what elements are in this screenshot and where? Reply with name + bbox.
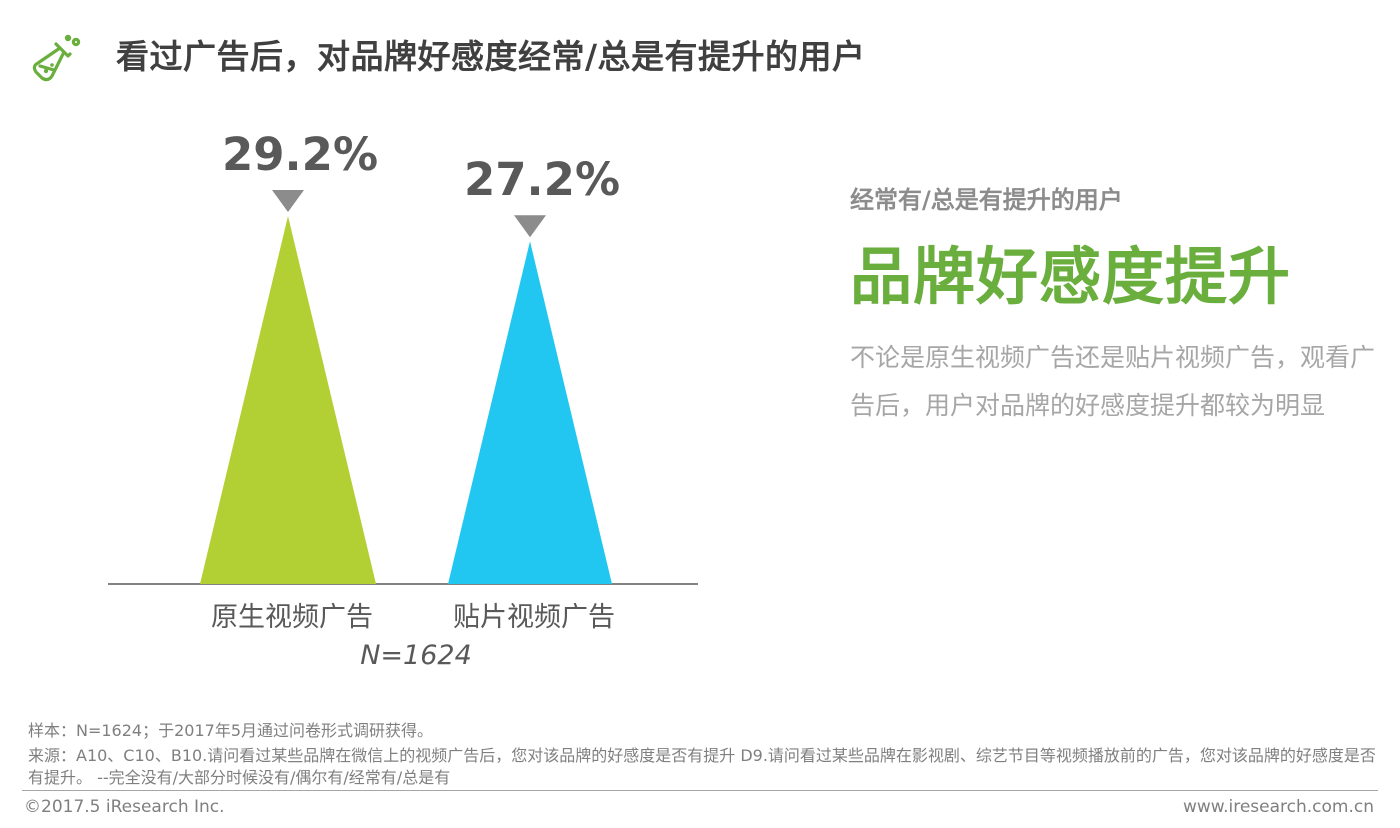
insight-subtitle: 经常有/总是有提升的用户 [850, 186, 1123, 214]
insight-body: 不论是原生视频广告还是贴片视频广告，观看广告后，用户对品牌的好感度提升都较为明显 [850, 343, 1376, 420]
sample-note: 样本：N=1624；于2017年5月通过问卷形式调研获得。 [28, 721, 433, 740]
value-marker [514, 215, 546, 238]
bar-triangle [200, 216, 376, 584]
insight-headline: 品牌好感度提升 [850, 240, 1292, 313]
source-note: 来源：A10、C10、B10.请问看过某些品牌在微信上的视频广告后，您对该品牌的… [28, 746, 1376, 787]
flask-icon [32, 34, 81, 82]
value-marker [272, 190, 304, 212]
category-label: 原生视频广告 [211, 602, 373, 633]
footer-divider [22, 790, 1378, 791]
data-label: 29.2% [222, 128, 378, 181]
bar-triangle [448, 241, 612, 584]
copyright: ©2017.5 iResearch Inc. [24, 797, 225, 817]
page-title: 看过广告后，对品牌好感度经常/总是有提升的用户 [116, 37, 866, 76]
sample-size-label: N=1624 [360, 640, 472, 671]
website-link: www.iresearch.com.cn [1182, 797, 1374, 817]
data-label: 27.2% [464, 153, 620, 206]
category-label: 贴片视频广告 [453, 602, 615, 633]
